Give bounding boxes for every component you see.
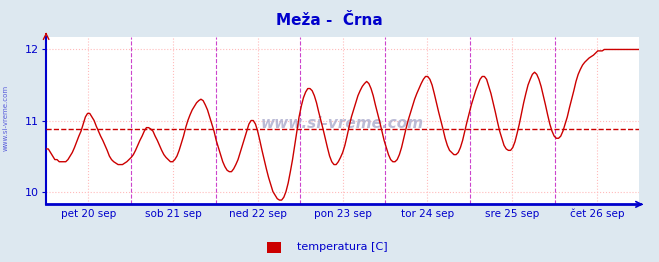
Text: www.si-vreme.com: www.si-vreme.com [261,116,424,131]
Text: www.si-vreme.com: www.si-vreme.com [2,85,9,151]
Text: Meža -  Črna: Meža - Črna [276,13,383,28]
Text: temperatura [C]: temperatura [C] [297,242,387,252]
